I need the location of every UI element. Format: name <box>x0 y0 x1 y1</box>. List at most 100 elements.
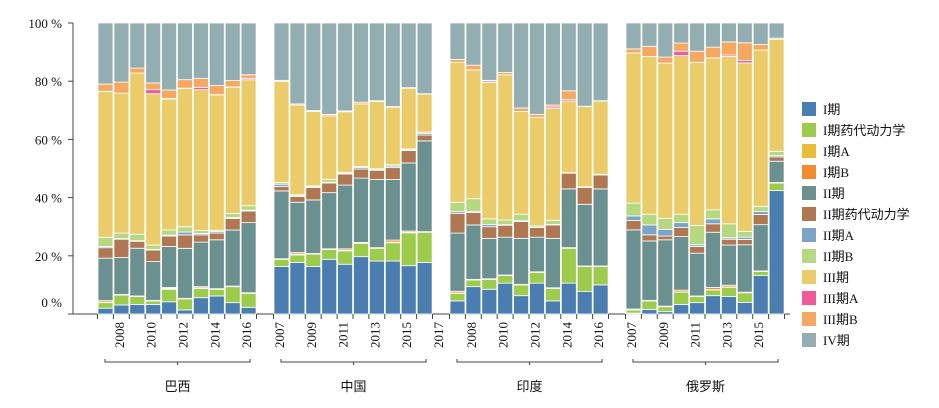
bar-segment-2012-s4 <box>354 178 369 242</box>
bar-segment-2016-s11 <box>593 23 608 101</box>
bar-segment-2008-s8 <box>290 105 305 195</box>
bar-segment-2015-s11 <box>401 23 416 88</box>
bar-segment-2009-s8 <box>482 82 497 218</box>
bar-segment-2012-s1 <box>178 299 193 310</box>
bar-segment-2013-s5 <box>369 170 384 179</box>
bar-segment-2010-s7 <box>146 245 161 249</box>
bar-segment-2015-s4 <box>401 163 416 231</box>
bar-segment-2009-s4 <box>306 200 321 254</box>
bar-segment-2012-s1 <box>354 243 369 256</box>
bar-segment-2013-s10 <box>193 78 208 87</box>
bar-segment-2012-s0 <box>354 257 369 314</box>
bar-segment-2016-s11 <box>417 23 432 94</box>
bar-segment-2011-s0 <box>690 303 705 314</box>
bar-segment-2007-s4 <box>450 233 465 291</box>
bar-segment-2009-s1 <box>130 297 145 305</box>
legend-label-7: II期B <box>823 249 854 264</box>
bar-segment-2016-s1 <box>593 267 608 285</box>
bar-segment-2009-s1 <box>306 254 321 267</box>
bar-segment-2013-s10 <box>721 42 736 55</box>
bar-segment-2013-s11 <box>193 23 208 78</box>
bar-segment-2012-s0 <box>706 296 721 314</box>
group-bracket <box>457 359 602 365</box>
bar-segment-2013-s1 <box>545 288 560 301</box>
bar-segment-2012-s1 <box>706 290 721 296</box>
bar-segment-2014-s1 <box>209 289 224 296</box>
x-tick-label: 2017 <box>431 322 446 349</box>
bar-segment-2010-s11 <box>674 23 689 43</box>
bar-segment-2010-s11 <box>146 23 161 83</box>
x-tick-label: 2007 <box>624 322 639 349</box>
legend-swatch-7 <box>802 249 816 263</box>
bar-segment-2016-s0 <box>593 285 608 314</box>
bar-segment-2010-s8 <box>498 75 513 220</box>
x-tick-label: 2012 <box>528 322 543 348</box>
bar-segment-2015-s5 <box>753 214 768 224</box>
bar-segment-2007-s8 <box>274 81 289 182</box>
x-tick-label: 2008 <box>112 322 127 348</box>
bar-segment-2016-s8 <box>241 80 256 206</box>
bar-segment-2007-s1 <box>274 259 289 266</box>
bar-segment-2007-s5 <box>450 213 465 233</box>
bar-segment-2015-s1 <box>401 233 416 266</box>
bar-segment-2014-s5 <box>385 168 400 180</box>
bar-segment-2007-s1 <box>626 310 641 313</box>
bar-segment-2015-s0 <box>577 292 592 314</box>
bar-segment-2010-s5 <box>146 250 161 262</box>
x-tick-label: 2016 <box>591 322 606 349</box>
bar-segment-2015-s1 <box>225 287 240 303</box>
bar-segment-2015-s7 <box>753 206 768 211</box>
x-tick-label: 2010 <box>144 322 159 348</box>
bar-segment-2015-s4 <box>577 204 592 266</box>
bar-segment-2014-s7 <box>737 231 752 237</box>
bar-segment-2013-s0 <box>193 298 208 314</box>
legend-label-4: II期 <box>823 186 845 201</box>
bar-segment-2014-s4 <box>209 240 224 289</box>
x-tick-label: 2008 <box>464 322 479 348</box>
bar-segment-2016-s4 <box>593 189 608 266</box>
legend-label-5: II期药代动力学 <box>823 207 910 222</box>
bar-segment-2010-s0 <box>146 304 161 314</box>
bar-segment-2008-s7 <box>466 199 481 212</box>
bar-segment-2011-s8 <box>514 111 529 214</box>
bar-segment-2012-s4 <box>530 237 545 272</box>
bar-segment-2007-s6 <box>626 216 641 221</box>
bar-segment-2011-s4 <box>514 238 529 284</box>
bar-segment-2011-s11 <box>162 23 177 90</box>
bar-segment-2012-s10 <box>706 47 721 58</box>
bar-segment-2008-s11 <box>290 23 305 104</box>
bar-segment-2007-s7 <box>450 202 465 211</box>
bar-segment-2009-s11 <box>306 23 321 111</box>
x-tick-label: 2015 <box>751 322 766 348</box>
bar-segment-2007-s0 <box>98 308 113 314</box>
bar-segment-2014-s0 <box>737 302 752 314</box>
bar-segment-2012-s11 <box>530 23 545 114</box>
legend-swatch-4 <box>802 186 816 200</box>
legend-label-2: I期A <box>823 144 850 159</box>
bar-segment-2010-s7 <box>498 220 513 225</box>
bar-segment-2013-s11 <box>721 23 736 42</box>
bar-segment-2016-s7 <box>241 206 256 210</box>
bar-segment-2009-s0 <box>482 289 497 314</box>
bar-segment-2011-s5 <box>690 246 705 253</box>
legend-label-8: III期 <box>823 270 849 285</box>
bar-segment-2008-s4 <box>642 241 657 300</box>
bar-segment-2012-s8 <box>706 58 721 210</box>
bar-segment-2007-s0 <box>274 267 289 314</box>
bar-segment-2013-s8 <box>369 102 384 169</box>
bar-segment-2010-s0 <box>322 259 337 314</box>
bar-segment-2014-s10 <box>561 91 576 100</box>
bar-segment-2016-s4 <box>769 161 784 182</box>
bar-segment-2012-s8 <box>178 88 193 226</box>
bar-segment-2009-s11 <box>658 23 673 57</box>
bar-segment-2010-s4 <box>146 262 161 301</box>
x-tick-label: 2015 <box>399 322 414 348</box>
bar-segment-2015-s4 <box>753 225 768 271</box>
x-tick-label: 2016 <box>239 322 254 349</box>
bar-segment-2016-s1 <box>417 232 432 262</box>
bar-segment-2013-s4 <box>545 238 560 287</box>
bar-segment-2009-s6 <box>658 229 673 236</box>
bar-segment-2008-s8 <box>642 56 657 214</box>
x-tick-label: 2012 <box>176 322 191 348</box>
